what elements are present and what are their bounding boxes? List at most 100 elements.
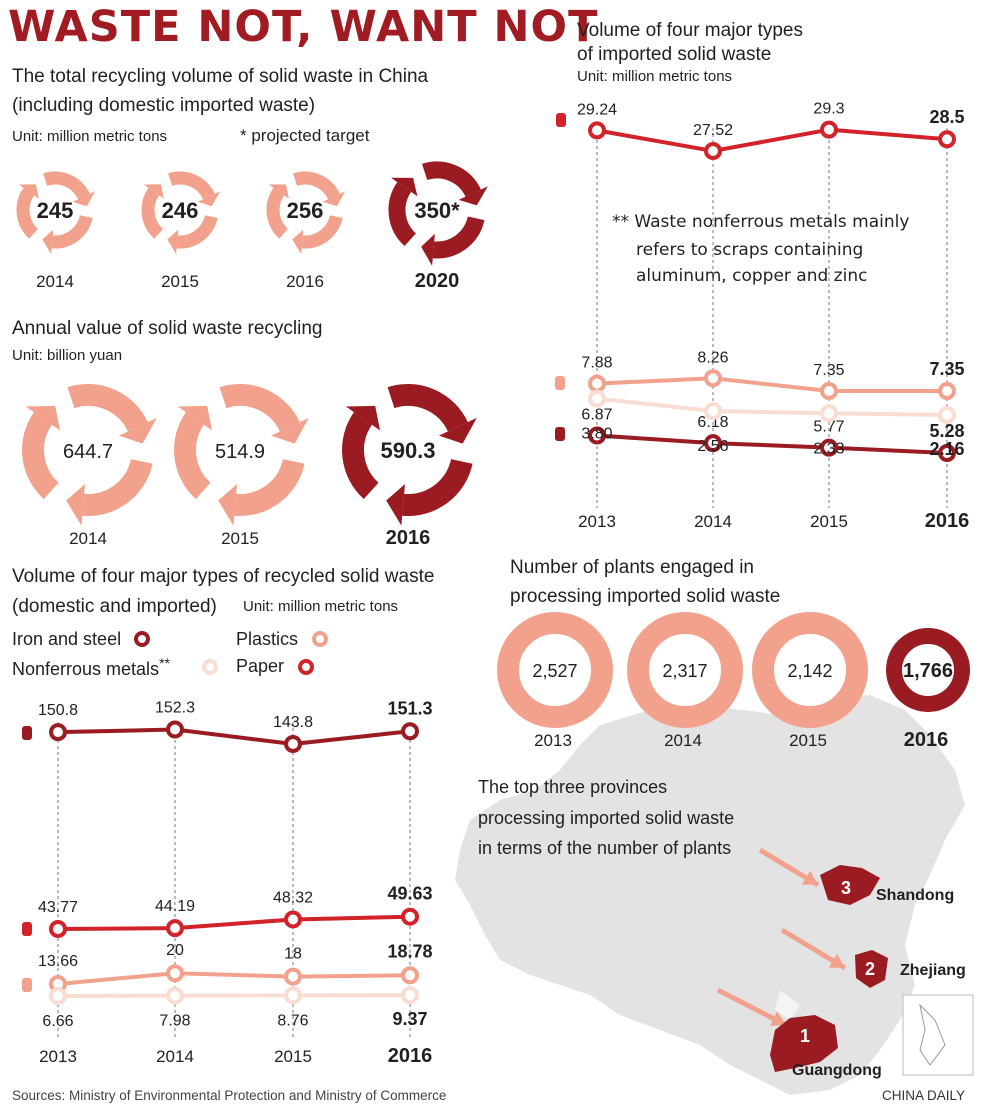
plants-donut-2015 [752,612,868,728]
credit: CHINA DAILY [882,1088,966,1103]
plants-value-2015: 2,142 [787,661,832,681]
imported-chart-x-tick-2015: 2015 [810,512,848,531]
recycled-chart-point-2-1 [166,964,184,983]
imported-chart-point-1-1 [704,369,722,388]
recycled-chart-x-tick-2015: 2015 [274,1047,312,1066]
recycling-volume-year-2015: 2015 [161,272,199,291]
legend-nonferrous-text: Nonferrous metals [12,659,160,679]
recycled-chart-point-3-1 [166,986,184,1005]
arrow-shandong-head [801,870,818,885]
recycled-chart-label-3-3: 9.37 [392,1009,427,1029]
legend-plastics-label: Plastics [236,629,299,649]
plants-year-2015: 2015 [789,731,827,750]
nonferrous-footnote-3: aluminum, copper and zinc [636,266,868,286]
provinces-subheading: processing imported solid waste [478,808,735,828]
imported-chart-point-2-0 [588,426,606,445]
recycled-chart-point-3-0 [49,987,67,1005]
imported-chart-point-1-2 [820,382,838,400]
imported-chart-label-2-1: 6.18 [697,414,728,431]
projected-target-note: * projected target [240,126,370,145]
legend-plastics-marker [312,631,328,647]
recycled-chart-label-1-1: 44.19 [155,898,195,915]
recycling-volume-year-2014: 2014 [36,272,74,291]
imported-chart-point-2-2 [820,438,838,457]
recycled-chart-point-0-2 [284,735,302,753]
plants-value-2013: 2,527 [532,661,577,681]
recycled-chart-x-tick-2013: 2013 [39,1047,77,1066]
annual-value-number-2014: 644.7 [63,441,113,463]
legend-iron-label: Iron and steel [12,629,122,649]
imported-chart-label-1-3: 7.35 [929,359,964,379]
recycled-chart-label-0-3: 151.3 [387,698,432,718]
recycled-chart-label-3-2: 8.76 [277,1012,308,1029]
imported-chart-label-1-2: 7.35 [813,362,844,379]
annual-value-year-2016: 2016 [386,527,431,549]
legend-nonferrous-mark: ** [159,655,170,671]
recycling-volume-subheading: (including domestic imported waste) [12,95,316,116]
sources: Sources: Ministry of Environmental Prote… [12,1088,447,1103]
province-rank-zhejiang: 2 [865,959,875,979]
recycling-volume-year-2020: 2020 [415,270,460,292]
imported-chart-point-0-1 [704,142,722,160]
recycled-chart-label-2-2: 18 [284,946,302,963]
plastics-icon [22,978,32,992]
legend-paper-label: Paper [236,656,285,676]
recycling-volume-value-2020: 350* [414,198,460,223]
plants-value-2014: 2,317 [662,661,707,681]
imported-chart-label-3-2: 2.33 [813,440,844,457]
province-name-guangdong: Guangdong [792,1062,882,1079]
province-name-shandong: Shandong [876,887,955,904]
province-rank-guangdong: 1 [800,1026,810,1046]
imported-types-subheading: of imported solid waste [577,44,772,65]
recycled-chart-series-line-2 [57,971,411,986]
imported-chart-point-3-1 [704,402,722,420]
recycling-volume-ring-2020 [388,161,488,266]
recycling-volume-ring-2014 [16,171,96,255]
plants-donut-2016 [886,628,970,712]
imported-chart-point-3-0 [588,389,606,408]
recycled-chart-point-0-0 [49,723,67,742]
arrow-zhejiang-head [828,953,845,968]
plants-heading: Number of plants engaged in [510,557,754,578]
recycled-chart-label-3-1: 7.98 [159,1013,190,1030]
annual-value-number-2015: 514.9 [215,441,265,463]
imported-chart-label-3-1: 2.56 [697,438,728,455]
annual-value-ring-2014 [22,384,157,526]
province-rank-shandong: 3 [841,878,851,898]
imported-chart-point-3-2 [820,404,838,423]
imported-chart-series-line-3 [596,396,948,417]
imported-chart-label-1-0: 7.88 [581,355,612,372]
legend-nonferrous-label: Nonferrous metals** [12,654,170,681]
recycled-chart-point-1-2 [284,910,302,929]
recycled-chart-point-2-2 [284,967,302,986]
arrow-guangdong-head [769,1011,786,1026]
recycled-chart-series-line-1 [57,914,411,931]
recycling-volume-unit: Unit: million metric tons [12,128,168,145]
imported-chart-label-0-2: 29.3 [813,101,844,118]
recycling-volume-value-2014: 245 [37,198,74,223]
imported-chart-point-1-0 [588,374,606,393]
legend-nonferrous-marker [202,659,218,675]
recycled-chart-label-3-0: 6.66 [42,1013,73,1030]
province-shape-zhejiang [855,950,888,988]
plants-year-2014: 2014 [664,731,702,750]
recycled-types-heading: Volume of four major types of recycled s… [12,566,435,587]
imported-chart-x-tick-2016: 2016 [925,510,970,532]
recycled-chart-series-line-0 [57,727,411,747]
annual-value-ring-2015 [174,384,309,526]
province-shape-guangdong [770,1015,838,1072]
recycled-types-unit: Unit: million metric tons [243,598,399,615]
imported-chart-series-line-0 [596,127,948,154]
recycled-chart-point-1-1 [166,919,184,938]
plastics-icon-imported [555,376,565,390]
plants-year-2013: 2013 [534,731,572,750]
recycled-chart-label-2-3: 18.78 [387,941,432,961]
recycled-chart-point-0-3 [401,722,419,741]
plants-value-2016: 1,766 [903,660,953,682]
recycling-volume-value-2015: 246 [162,198,199,223]
recycling-volume-year-2016: 2016 [286,272,324,291]
imported-chart-label-0-0: 29.24 [577,101,617,118]
china-map [455,695,974,1095]
imported-chart-label-2-3: 5.28 [929,421,964,441]
imported-chart-point-3-3 [938,406,956,424]
